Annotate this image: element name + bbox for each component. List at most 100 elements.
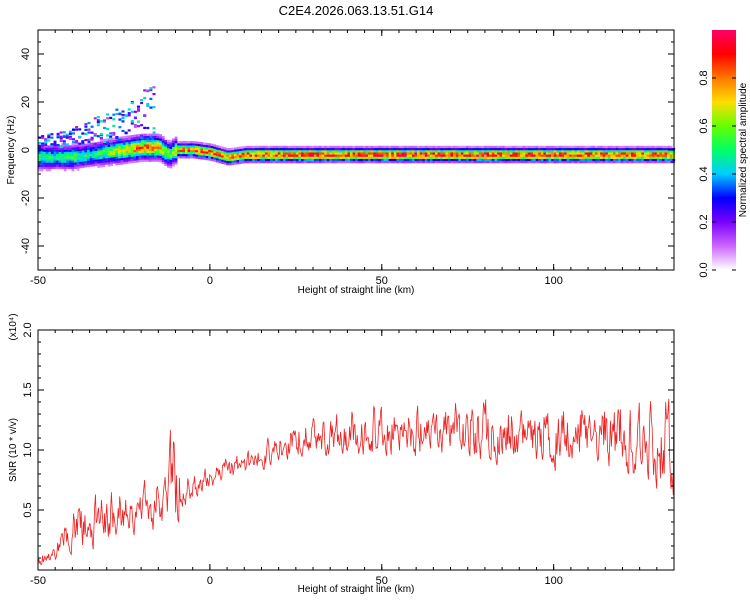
spectrogram-cell (143, 89, 147, 92)
spectrogram-cell (221, 150, 224, 154)
spectrogram-cell (473, 158, 477, 162)
spectrogram-cell (362, 154, 366, 157)
spectrogram-cell (154, 146, 157, 149)
spectrogram-cell (579, 154, 583, 157)
spectrogram-cell (582, 154, 585, 157)
spectrogram-cell (388, 145, 392, 149)
spectrogram-cell (316, 145, 320, 149)
spectrogram-cell (579, 145, 583, 149)
spectrogram-cell (120, 147, 124, 150)
spectrogram-cell (65, 143, 69, 146)
spectrogram-cell (414, 156, 418, 159)
spectrogram-cell (172, 144, 175, 148)
spectrogram-cell (115, 141, 119, 144)
spectrogram-cell (97, 152, 101, 155)
spectrogram-cell (174, 136, 178, 139)
spectrogram-cell (512, 150, 516, 153)
spectrogram-cell (156, 140, 160, 143)
spectrogram-cell (97, 146, 101, 149)
spectrogram-cell (417, 150, 420, 153)
spectrogram-cell (280, 148, 284, 151)
spectrogram-cell (582, 145, 585, 149)
spectrogram-cell (507, 145, 511, 149)
spectrogram-cell (63, 149, 67, 152)
spectrogram-cell (556, 161, 560, 164)
spectrogram-cell (352, 148, 356, 151)
spectrogram-cell (117, 145, 121, 148)
spectrogram-cell (517, 158, 521, 162)
spectrogram-cell (262, 150, 266, 153)
spectrogram-cell (566, 145, 570, 149)
spectrogram-cell (375, 150, 379, 153)
spectrogram-cell (638, 145, 642, 149)
spectrogram-cell (378, 156, 382, 159)
spectrogram-cell (172, 164, 175, 167)
spectrogram-cell (288, 154, 291, 157)
spectrogram-cell (406, 154, 410, 157)
spectrogram-cell (515, 145, 518, 149)
spectrogram-cell (112, 141, 116, 145)
spectrogram-cell (435, 148, 438, 151)
spectrogram-cell (262, 145, 266, 149)
spectrogram-cell (509, 150, 513, 153)
spectrogram-cell (47, 135, 51, 138)
spectrogram-cell (620, 158, 624, 162)
spectrogram-cell (386, 152, 389, 155)
spectrogram-cell (360, 154, 364, 157)
spectrogram-cell (396, 148, 400, 151)
spectrogram-cell (432, 145, 436, 149)
spectrogram-cell (437, 158, 441, 162)
spectrogram-cell (566, 148, 570, 151)
spectrogram-cell (76, 144, 80, 147)
figure-title: C2E4.2026.063.13.51.G14 (279, 3, 434, 18)
spectrogram-cell (81, 163, 85, 166)
spectrogram-cell (301, 152, 304, 155)
snr-y-label: SNR (10 * v/v) (8, 418, 19, 482)
spectrogram-cell (137, 125, 140, 128)
spectrogram-cell (486, 148, 490, 151)
spectrogram-cell (533, 152, 536, 155)
spectrogram-cell (133, 134, 137, 137)
spectrogram-cell (339, 150, 343, 153)
spectrogram-cell (136, 149, 139, 152)
spectrogram-cell (538, 161, 541, 164)
spectrogram-cell (486, 161, 490, 164)
spectrogram-cell (316, 148, 320, 151)
spectrogram-cell (105, 155, 108, 159)
spectrogram-cell (61, 154, 64, 157)
spectrogram-cell (41, 144, 45, 147)
spectrogram-cell (556, 154, 560, 157)
spectrogram-cell (432, 161, 436, 164)
spectrogram-cell (140, 136, 144, 139)
spectrogram-cell (87, 149, 90, 153)
spectrogram-cell (223, 155, 227, 159)
spectrogram-cell (58, 162, 62, 165)
spectrogram-cell (517, 161, 521, 164)
spectrogram-cell (50, 147, 54, 150)
spectrogram-cell (282, 152, 286, 155)
spectrogram-cell (491, 150, 495, 153)
spectrogram-cell (373, 145, 376, 149)
spectrogram-cell (76, 151, 80, 154)
spectrogram-cell (148, 137, 152, 141)
spectrogram-cell (257, 154, 260, 157)
spectrogram-cell (311, 150, 315, 153)
spectrogram-cell (411, 161, 415, 164)
spectrogram-cell (151, 146, 155, 149)
spectrogram-cell (551, 152, 554, 155)
spectrogram-cell (545, 154, 549, 157)
spectrogram-cell (507, 158, 511, 162)
spectrogram-cell (228, 161, 232, 164)
spectrogram-cell (38, 144, 41, 148)
spectrogram-cell (136, 153, 139, 156)
spectrogram-cell (530, 152, 534, 155)
spectrogram-cell (231, 156, 235, 159)
spectrogram-cell (174, 149, 178, 152)
spectrogram-cell (148, 144, 152, 147)
spectrogram-cell (370, 161, 374, 164)
spectrogram-cell (324, 148, 327, 151)
spectrogram-cell (76, 146, 80, 150)
spectrogram-cell (102, 154, 106, 157)
spectrogram-cell (512, 154, 516, 157)
spectrogram-cell (633, 156, 637, 159)
